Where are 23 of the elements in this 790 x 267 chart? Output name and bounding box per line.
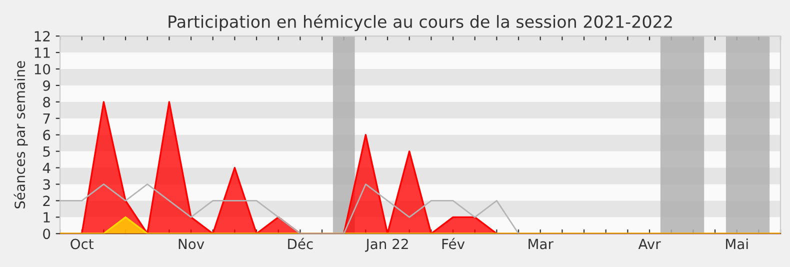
x-tick-label: Déc <box>288 238 313 250</box>
x-tick-label: Nov <box>178 238 204 250</box>
chart-title: Participation en hémicycle au cours de la session 2021-2022 <box>168 14 672 32</box>
y-tick-label: 3 <box>43 179 50 190</box>
y-tick-label: 10 <box>34 64 50 74</box>
y-axis-title: Séances par semaine <box>14 61 28 208</box>
x-tick-label: Mar <box>528 238 554 250</box>
y-tick-label: 1 <box>44 212 50 222</box>
y-tick-label: 11 <box>34 48 50 58</box>
y-tick-label: 5 <box>43 146 50 157</box>
y-tick-label: 9 <box>43 80 50 91</box>
y-tick-label: 6 <box>43 130 50 140</box>
x-tick-label: Fév <box>442 238 465 250</box>
y-tick-label: 8 <box>43 96 50 108</box>
y-tick-label: 12 <box>34 31 50 42</box>
x-tick-label: Jan 22 <box>365 238 408 252</box>
y-tick-label: 0 <box>43 228 50 240</box>
y-tick-label: 7 <box>43 114 50 124</box>
x-tick-label: Oct <box>70 238 94 250</box>
y-tick-label: 2 <box>43 196 50 206</box>
x-tick-label: Mai <box>726 238 748 250</box>
y-tick-label: 4 <box>42 162 50 174</box>
x-tick-label: Avr <box>638 238 661 250</box>
